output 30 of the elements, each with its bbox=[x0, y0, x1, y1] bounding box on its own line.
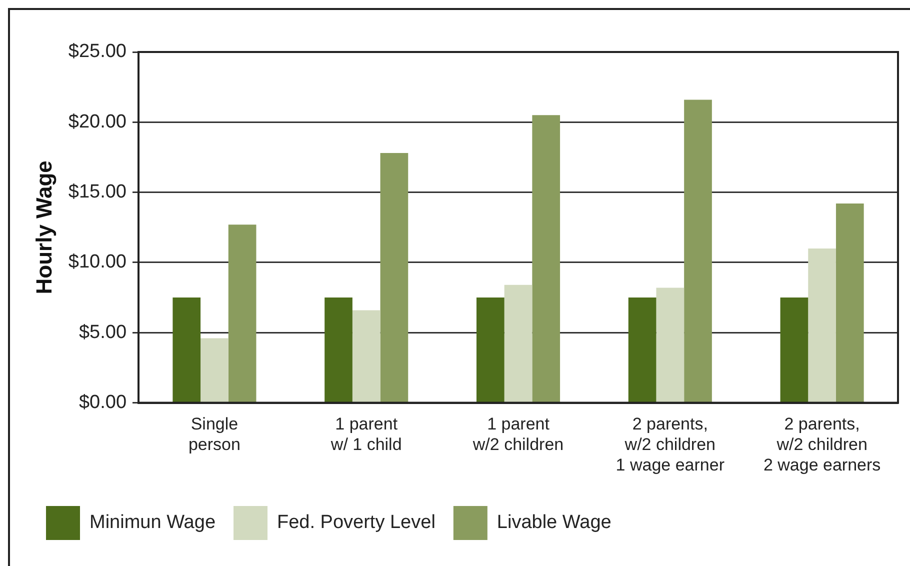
bar bbox=[836, 204, 864, 402]
x-tick-label: 2 parents, w/2 children 1 wage earner bbox=[616, 414, 725, 474]
bar bbox=[324, 298, 352, 402]
x-tick-label: 1 parent w/2 children bbox=[472, 414, 564, 454]
y-axis-title: Hourly Wage bbox=[31, 160, 56, 294]
bar bbox=[780, 298, 808, 402]
y-tick-label: $20.00 bbox=[68, 111, 127, 132]
bar bbox=[172, 298, 201, 402]
legend-label: Minimun Wage bbox=[90, 512, 216, 534]
legend-label: Fed. Poverty Level bbox=[277, 512, 436, 534]
bar bbox=[628, 298, 656, 402]
y-tick-label: $10.00 bbox=[68, 252, 127, 273]
bar bbox=[352, 310, 380, 402]
y-tick-label: $25.00 bbox=[68, 41, 127, 62]
bar bbox=[476, 298, 504, 402]
bar bbox=[808, 248, 836, 402]
x-tick-label: Single person bbox=[188, 414, 240, 454]
y-tick-label: $15.00 bbox=[68, 182, 127, 203]
x-tick-label: 1 parent w/ 1 child bbox=[330, 414, 402, 454]
bar bbox=[684, 100, 712, 402]
bar bbox=[656, 288, 684, 402]
bar bbox=[504, 284, 532, 402]
y-tick-label: $0.00 bbox=[78, 392, 127, 414]
bar bbox=[380, 153, 408, 402]
bar bbox=[532, 115, 560, 402]
x-tick-label: 2 parents, w/2 children 2 wage earners bbox=[763, 414, 881, 474]
bar bbox=[228, 224, 256, 402]
y-tick-label: $5.00 bbox=[78, 322, 127, 343]
bar bbox=[200, 338, 228, 402]
legend-label: Livable Wage bbox=[496, 512, 612, 534]
